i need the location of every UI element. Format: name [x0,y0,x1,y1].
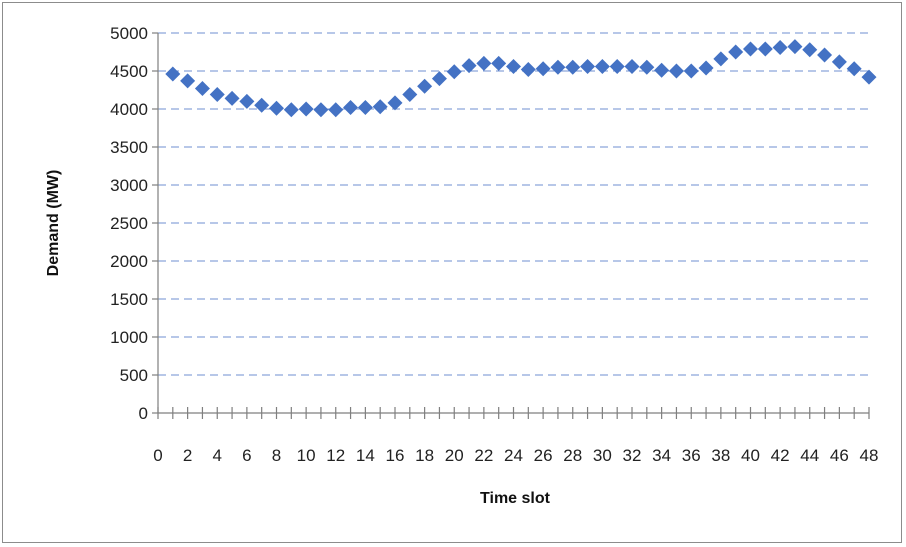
data-point [580,58,596,74]
y-tick-label: 3500 [110,138,148,157]
data-point [787,39,803,55]
data-point [654,62,670,78]
x-tick-label: 12 [326,446,345,465]
gridlines [158,32,869,376]
y-axis-title: Demand (MW) [45,170,62,277]
data-point [372,99,388,115]
data-point [624,58,640,74]
x-tick-label: 42 [771,446,790,465]
y-tick-label: 4500 [110,62,148,81]
data-point [668,63,684,79]
data-point [565,59,581,75]
y-tick-label: 4000 [110,100,148,119]
x-tick-label: 24 [504,446,523,465]
data-point [639,59,655,75]
data-point [609,58,625,74]
data-point [594,58,610,74]
y-tick-label: 5000 [110,24,148,43]
data-point [209,87,225,103]
x-tick-label: 34 [652,446,671,465]
x-axis-title: Time slot [480,490,551,507]
x-tick-label: 20 [445,446,464,465]
data-point [402,87,418,103]
y-tick-label: 500 [120,366,148,385]
axes [152,32,870,419]
data-point [683,63,699,79]
data-point [491,55,507,71]
y-tick-label: 0 [139,404,148,423]
data-point [817,47,833,63]
x-tick-label: 8 [272,446,281,465]
x-tick-label: 32 [623,446,642,465]
data-point [728,44,744,60]
data-point [417,78,433,94]
tick-labels: 0 500 1000 1500 2000 2500 3000 3500 4000 4500 5000… [110,24,878,465]
data-point [283,102,299,118]
x-tick-label: 36 [682,446,701,465]
x-tick-label: 48 [860,446,879,465]
data-point [550,59,566,75]
data-point [446,64,462,80]
data-point [476,55,492,71]
x-tick-label: 10 [297,446,316,465]
demand-scatter-chart: 0 500 1000 1500 2000 2500 3000 3500 4000 4500 5000… [45,24,878,507]
data-point [831,54,847,70]
data-point [461,58,477,74]
data-point [431,71,447,87]
x-tick-label: 26 [534,446,553,465]
data-point [180,73,196,89]
data-point [269,100,284,116]
x-tick-label: 4 [213,446,222,465]
data-point [772,39,788,55]
data-point [239,93,255,109]
data-point [846,61,862,77]
data-point [713,51,729,67]
x-tick-label: 16 [386,446,405,465]
data-point [506,58,521,74]
data-point [328,102,344,118]
x-tick-label: 14 [356,446,375,465]
x-tick-label: 22 [474,446,493,465]
x-tick-label: 46 [830,446,849,465]
data-point [224,90,240,106]
data-point [357,99,373,115]
data-point [165,66,181,82]
data-point [194,80,210,96]
data-point [313,102,329,118]
data-point [757,41,773,57]
data-point [387,95,403,111]
x-tick-label: 40 [741,446,760,465]
x-tick-label: 30 [593,446,612,465]
x-tick-label: 2 [183,446,192,465]
data-point [535,61,551,77]
data-point [343,99,359,115]
x-tick-label: 6 [242,446,251,465]
data-points [165,39,877,118]
y-tick-label: 3000 [110,176,148,195]
y-tick-label: 2000 [110,252,148,271]
data-point [743,41,758,57]
data-point [861,69,877,85]
data-point [698,60,714,76]
data-point [520,61,536,77]
x-tick-label: 18 [415,446,434,465]
data-point [254,97,270,113]
y-tick-label: 1000 [110,328,148,347]
x-tick-label: 0 [153,446,162,465]
x-tick-label: 44 [800,446,819,465]
y-tick-label: 2500 [110,214,148,233]
x-tick-label: 28 [563,446,582,465]
data-point [802,42,818,58]
y-tick-label: 1500 [110,290,148,309]
data-point [298,101,314,117]
x-tick-label: 38 [711,446,730,465]
